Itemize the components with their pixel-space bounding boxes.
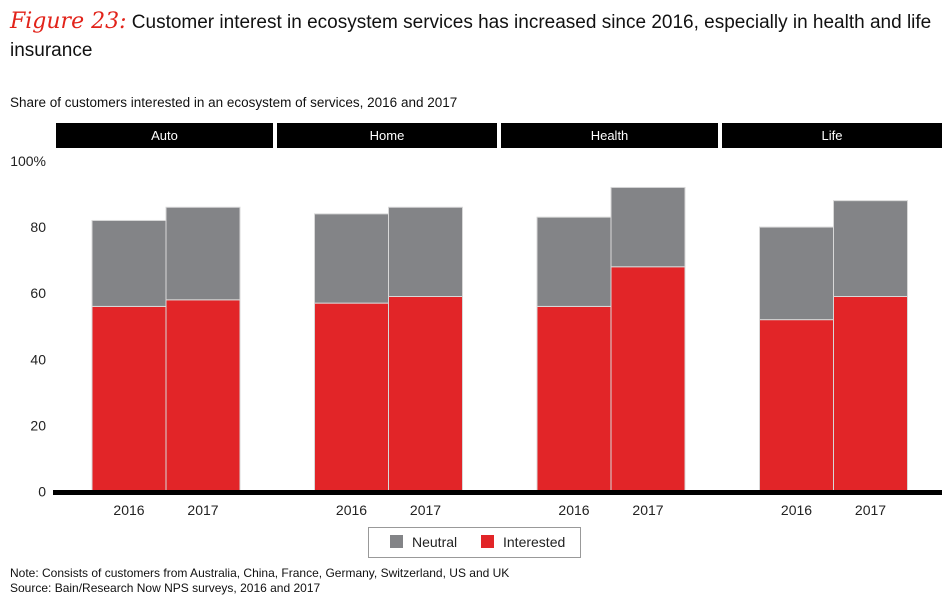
x-tick-label: 2017 — [855, 502, 886, 518]
chart-subtitle: Share of customers interested in an ecos… — [10, 95, 458, 110]
panel-label: Life — [822, 128, 843, 143]
source: Source: Bain/Research Now NPS surveys, 2… — [10, 581, 321, 595]
y-tick-label: 40 — [30, 351, 46, 367]
bar-neutral-auto-2017 — [165, 206, 241, 301]
bar-interested-auto-2017 — [165, 299, 241, 492]
bar-neutral-life-2017 — [833, 200, 908, 298]
bar-neutral-home-2016 — [314, 213, 389, 304]
bar-neutral-health-2016 — [536, 216, 612, 307]
bar-interested-home-2017 — [388, 296, 463, 492]
bar-interested-health-2016 — [536, 305, 612, 493]
legend-label: Interested — [503, 534, 565, 550]
panel-label: Health — [591, 128, 629, 143]
figure-label: Figure 23: — [10, 9, 127, 34]
x-tick-label: 2017 — [187, 502, 218, 518]
y-tick-label: 80 — [30, 219, 46, 235]
panel-label: Home — [370, 128, 405, 143]
bar-interested-life-2016 — [759, 319, 834, 493]
x-tick-label: 2016 — [113, 502, 144, 518]
note: Note: Consists of customers from Austral… — [10, 566, 510, 580]
y-tick-label: 20 — [30, 417, 46, 433]
panel-header-life — [722, 123, 942, 148]
bar-interested-home-2016 — [314, 302, 389, 492]
legend-swatch-interested — [481, 535, 494, 548]
y-tick-label: 0 — [38, 484, 46, 500]
bar-interested-auto-2016 — [91, 305, 167, 493]
x-tick-label: 2017 — [632, 502, 663, 518]
x-axis-line — [53, 490, 942, 495]
panel-header-health — [501, 123, 718, 148]
bar-neutral-health-2017 — [610, 186, 686, 268]
panel-header-home — [277, 123, 497, 148]
panel-header-auto — [56, 123, 273, 148]
x-tick-label: 2016 — [781, 502, 812, 518]
legend-box — [368, 527, 581, 558]
bar-interested-life-2017 — [833, 296, 908, 492]
bar-neutral-life-2016 — [759, 226, 834, 321]
panel-label: Auto — [151, 128, 178, 143]
bar-neutral-home-2017 — [388, 206, 463, 298]
title-text: Customer interest in ecosystem services … — [10, 12, 932, 61]
y-tick-label: 100% — [10, 153, 46, 169]
x-tick-label: 2016 — [336, 502, 367, 518]
bar-interested-health-2017 — [610, 266, 686, 493]
legend-swatch-neutral — [390, 535, 403, 548]
y-tick-label: 60 — [30, 285, 46, 301]
x-tick-label: 2016 — [558, 502, 589, 518]
chart-title: Figure 23: Customer interest in ecosyste… — [10, 8, 945, 65]
bar-neutral-auto-2016 — [91, 219, 167, 307]
legend-label: Neutral — [412, 534, 457, 550]
x-tick-label: 2017 — [410, 502, 441, 518]
